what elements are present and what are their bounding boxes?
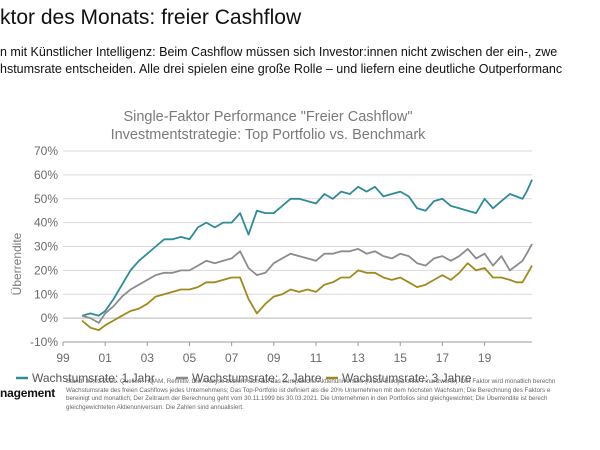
chart-title-line: Single-Faktor Performance "Freier Cashfl… — [123, 109, 412, 125]
legend-item-2: Wachstumsrate: 2 Jahre — [176, 371, 322, 385]
y-axis-label: Überrendite — [10, 232, 24, 295]
y-tick-label: -10% — [30, 335, 58, 349]
legend-item-3: Wachstumsrate: 3 Jahre — [326, 371, 472, 385]
x-tick-label: 17 — [436, 351, 450, 365]
y-tick-label: 70% — [34, 144, 58, 158]
y-tick-label: 50% — [34, 192, 58, 206]
brand-logo-text: nagement — [0, 386, 56, 400]
footnote-line: Wachstumsrate des freien Cashflows jedes… — [66, 386, 551, 394]
legend-label: Wachstumsrate: 2 Jahre — [192, 371, 322, 385]
legend: Wachstumsrate: 1 Jahr Wachstumsrate: 2 Ja… — [16, 371, 472, 385]
x-tick-label: 03 — [141, 351, 155, 365]
x-tick-label: 09 — [267, 351, 281, 365]
x-tick-label: 99 — [56, 351, 70, 365]
footnote-line: bereinigt und monatlich; Der Zeitraum de… — [66, 395, 548, 403]
legend-item-1: Wachstumsrate: 1 Jahr — [16, 371, 155, 385]
page-headline: ktor des Monats: freier Cashflow — [0, 6, 302, 29]
x-tick-label: 13 — [351, 351, 365, 365]
y-tick-label: 30% — [34, 240, 58, 254]
grid-layer — [63, 150, 532, 343]
x-tick-label: 05 — [183, 351, 197, 365]
series-line-2 — [81, 243, 533, 324]
legend-label: Wachstumsrate: 3 Jahre — [342, 371, 472, 385]
footnote-line: gleichgewichteten Aktienuniversum. Die Z… — [66, 403, 244, 411]
x-tick-label: 19 — [478, 351, 492, 365]
y-tick-layer: -10% 0% 10% 20% 30% 40% 50% 60% 70% — [30, 144, 58, 349]
footnote: Stand: 30.03.2021. Quellen: HQAM, Refini… — [66, 378, 600, 412]
chart-subtitle-line: Investmentstrategie: Top Portfolio vs. B… — [111, 127, 427, 143]
x-tick-layer: 99 01 03 05 07 09 11 13 15 17 19 — [56, 341, 532, 365]
intro-text: n mit Künstlicher Intelligenz: Beim Cash… — [0, 44, 600, 78]
x-tick-label: 15 — [394, 351, 408, 365]
series-line-1 — [81, 179, 533, 317]
y-tick-label: 20% — [34, 263, 58, 277]
intro-line: n mit Künstlicher Intelligenz: Beim Cash… — [0, 45, 558, 59]
x-tick-label: 07 — [225, 351, 239, 365]
y-tick-label: 0% — [41, 311, 59, 325]
footnote-line: Stand: 30.03.2021. Quellen: HQAM, Refini… — [66, 378, 556, 385]
y-tick-label: 60% — [34, 168, 58, 182]
x-tick-label: 01 — [98, 351, 112, 365]
legend-label: Wachstumsrate: 1 Jahr — [32, 371, 155, 385]
y-tick-label: 10% — [34, 287, 58, 301]
x-tick-label: 11 — [310, 351, 323, 365]
y-tick-label: 40% — [34, 216, 58, 230]
intro-line: hstumsrate entscheiden. Alle drei spiele… — [0, 62, 563, 76]
series-layer — [81, 179, 533, 331]
series-line-3 — [81, 262, 533, 331]
